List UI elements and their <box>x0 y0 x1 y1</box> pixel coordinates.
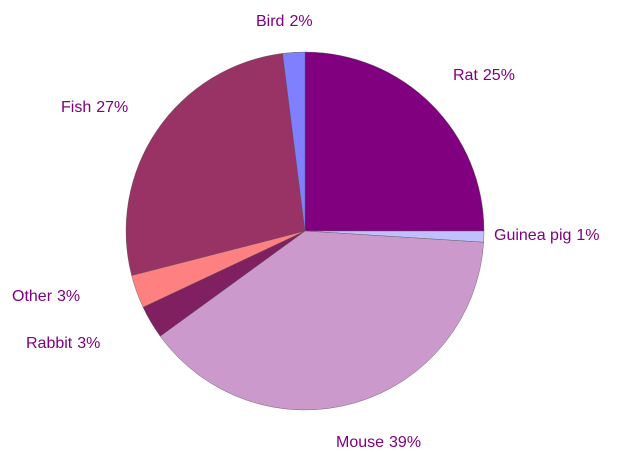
value-label: 25% <box>483 67 515 84</box>
pie-slice <box>304 51 485 232</box>
value-label: 3% <box>57 288 80 305</box>
value-label: 1% <box>576 227 599 244</box>
value-label: 39% <box>389 434 421 451</box>
pie-slice <box>282 51 306 232</box>
category-label: Rabbit <box>26 335 73 352</box>
slice-label: Rabbit 3% <box>26 335 100 352</box>
pie-slice <box>159 230 484 411</box>
slice-label: Guinea pig 1% <box>494 227 600 244</box>
value-label: 2% <box>289 13 312 30</box>
slice-label: Other 3% <box>12 288 80 305</box>
category-label: Bird <box>256 13 284 30</box>
category-label: Guinea pig <box>494 227 571 244</box>
slice-label: Fish 27% <box>61 99 128 116</box>
slice-label: Bird 2% <box>256 13 313 30</box>
category-label: Fish <box>61 99 91 116</box>
category-label: Other <box>12 288 53 305</box>
pie-slice <box>125 53 306 276</box>
category-label: Rat <box>453 67 478 84</box>
slice-label: Mouse 39% <box>336 434 421 451</box>
value-label: 27% <box>96 99 128 116</box>
slice-label: Rat 25% <box>453 67 515 84</box>
category-label: Mouse <box>336 434 384 451</box>
value-label: 3% <box>77 335 100 352</box>
